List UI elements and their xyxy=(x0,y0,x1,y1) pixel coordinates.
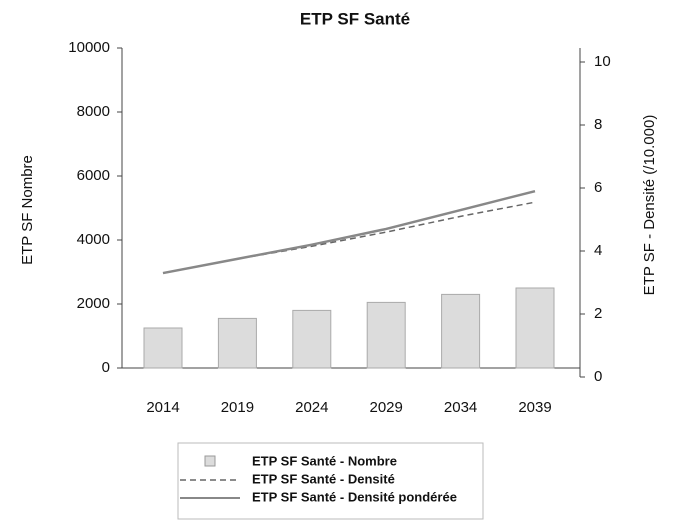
y2-tick-label: 8 xyxy=(594,116,602,133)
y2-tick-label: 2 xyxy=(594,305,602,322)
x-tick-label: 2024 xyxy=(295,399,328,416)
y2-axis-label: ETP SF - Densité (/10.000) xyxy=(641,115,658,296)
legend-label: ETP SF Santé - Nombre xyxy=(252,453,397,468)
y-tick-label: 8000 xyxy=(77,103,110,120)
y-tick-label: 0 xyxy=(102,359,110,376)
bar xyxy=(217,317,257,369)
y2-tick-label: 6 xyxy=(594,179,602,196)
chart-title: ETP SF Santé xyxy=(300,9,410,28)
legend-label: ETP SF Santé - Densité xyxy=(252,471,395,486)
legend-swatch xyxy=(204,455,216,467)
legend-label: ETP SF Santé - Densité pondérée xyxy=(252,489,457,504)
x-tick-label: 2014 xyxy=(146,399,179,416)
y-tick-label: 2000 xyxy=(77,295,110,312)
x-tick-label: 2034 xyxy=(444,399,477,416)
x-tick-label: 2019 xyxy=(221,399,254,416)
y2-tick-label: 4 xyxy=(594,242,602,259)
bar xyxy=(441,293,481,369)
line xyxy=(162,189,536,275)
bar xyxy=(292,309,332,369)
bar xyxy=(143,327,183,369)
y-tick-label: 4000 xyxy=(77,231,110,248)
y-axis-label: ETP SF Nombre xyxy=(19,155,36,265)
y2-tick-label: 10 xyxy=(594,53,611,70)
bar xyxy=(366,301,406,369)
x-tick-label: 2039 xyxy=(518,399,551,416)
bar xyxy=(515,287,555,369)
y-tick-label: 10000 xyxy=(68,39,110,56)
x-tick-label: 2029 xyxy=(370,399,403,416)
y2-tick-label: 0 xyxy=(594,368,602,385)
y-tick-label: 6000 xyxy=(77,167,110,184)
legend-box xyxy=(177,442,484,520)
